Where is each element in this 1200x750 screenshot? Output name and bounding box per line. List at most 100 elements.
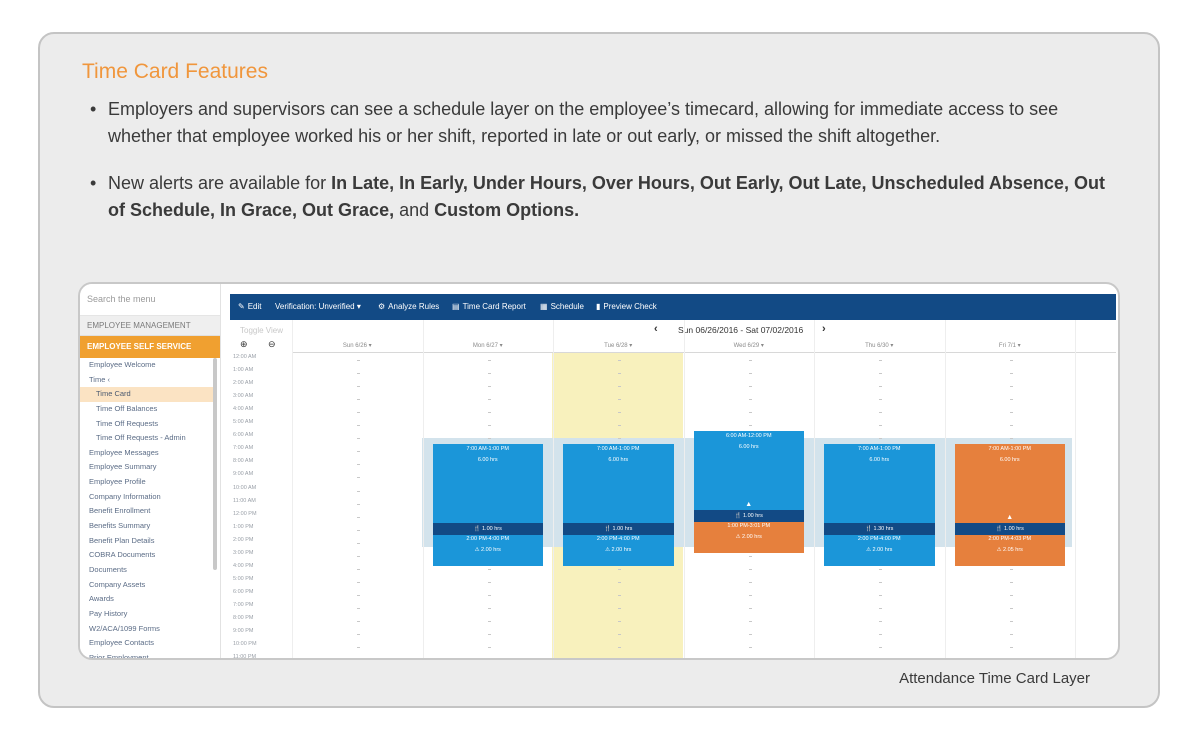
toolbar-button[interactable]: ▮ Preview Check (596, 302, 657, 311)
sidebar-item[interactable]: Benefit Plan Details (89, 535, 155, 545)
time-entry-block[interactable]: 2:00 PM-4:00 PM ⚠ 2.00 hrs (824, 534, 935, 566)
time-entry-block[interactable]: 7:00 AM-1:00 PM 6.00 hrs (563, 444, 674, 523)
empty-slot-marker (357, 621, 361, 622)
empty-slot-marker (487, 634, 491, 636)
next-week-button[interactable]: › (822, 323, 826, 335)
sidebar-scrollbar[interactable] (213, 358, 217, 570)
toolbar-button[interactable]: Verification: Unverified ▾ (275, 302, 361, 311)
alert-warning-icon[interactable]: ▲ (1006, 513, 1014, 521)
sidebar-item[interactable]: Benefit Enrollment (89, 506, 151, 516)
header-divider (292, 352, 1116, 353)
time-entry-block[interactable]: 7:00 AM-1:00 PM 6.00 hrs ▲ (954, 444, 1065, 523)
day-column-divider (292, 320, 293, 658)
day-header[interactable]: Sun 6/26 ▾ (342, 343, 372, 349)
empty-slot-marker (618, 399, 622, 401)
empty-slot-marker (1009, 594, 1013, 596)
hour-label: 2:00 AM (233, 380, 254, 387)
prev-week-button[interactable]: ‹ (654, 323, 658, 335)
sidebar-item[interactable]: Employee Welcome (89, 360, 156, 369)
sidebar-item[interactable]: Benefits Summary (89, 521, 151, 531)
toolbar-button[interactable]: ✎ Edit (238, 302, 262, 311)
empty-slot-marker (748, 386, 752, 388)
meal-break-bar[interactable]: 🍴 1.00 hrs (432, 522, 543, 535)
empty-slot-marker (357, 438, 361, 440)
hour-label: 2:00 PM (233, 536, 254, 543)
sidebar-item[interactable]: Employee Messages (89, 447, 159, 457)
empty-slot-marker (748, 581, 752, 583)
toolbar-button[interactable]: ▤ Time Card Report (452, 302, 526, 311)
bullet-alerts: • New alerts are available for In Late, … (86, 170, 1126, 224)
entry-time-range: 7:00 AM-1:00 PM (988, 446, 1032, 453)
entry-time-range: 7:00 AM-1:00 PM (466, 446, 510, 453)
day-header[interactable]: Fri 7/1 ▾ (998, 343, 1021, 349)
meal-break-bar[interactable]: 🍴 1.30 hrs (824, 522, 935, 535)
entry-hours-alert: ⚠ 2.00 hrs (474, 546, 501, 553)
sidebar-item[interactable]: Time Card (80, 387, 213, 402)
alert-warning-icon[interactable]: ▲ (745, 500, 753, 508)
sidebar-item[interactable]: Time Off Requests (96, 418, 159, 428)
empty-slot-marker (1009, 412, 1013, 414)
time-entry-block[interactable]: 1:00 PM-3:01 PM ⚠ 2.00 hrs (693, 521, 804, 553)
meal-break-bar[interactable]: 🍴 1.00 hrs (693, 509, 804, 522)
empty-slot-marker (618, 360, 622, 361)
sidebar-item[interactable]: COBRA Documents (89, 550, 156, 560)
day-header[interactable]: Mon 6/27 ▾ (472, 343, 503, 349)
sidebar-item[interactable]: Company Information (89, 491, 161, 501)
time-entry-block[interactable]: 7:00 AM-1:00 PM 6.00 hrs (432, 444, 543, 523)
empty-slot-marker (357, 477, 361, 479)
sidebar-item[interactable]: Time Off Balances (96, 403, 158, 413)
empty-slot-marker (357, 399, 361, 401)
hour-label: 3:00 AM (233, 393, 254, 400)
sidebar-group-employee-management[interactable]: EMPLOYEE MANAGEMENT (80, 316, 220, 336)
sidebar-item[interactable]: Employee Contacts (89, 638, 155, 648)
empty-slot-marker (748, 594, 752, 596)
empty-slot-marker (357, 373, 361, 375)
time-entry-block[interactable]: 2:00 PM-4:03 PM ⚠ 2.05 hrs (954, 534, 1065, 566)
day-header[interactable]: Wed 6/29 ▾ (733, 343, 764, 349)
empty-slot-marker (357, 412, 361, 414)
sidebar-search-input[interactable]: Search the menu (80, 284, 220, 316)
empty-slot-marker (357, 542, 361, 544)
time-entry-block[interactable]: 2:00 PM-4:00 PM ⚠ 2.00 hrs (432, 534, 543, 566)
empty-slot-marker (879, 438, 883, 440)
bullet-custom-options: Custom Options. (434, 200, 580, 220)
toggle-view-link[interactable]: Toggle View (240, 326, 283, 335)
empty-slot-marker (357, 581, 361, 583)
sidebar-item[interactable]: Prior Employment (89, 652, 149, 660)
meal-break-bar[interactable]: 🍴 1.00 hrs (563, 522, 674, 535)
sidebar-item[interactable]: Company Assets (89, 579, 146, 589)
empty-slot-marker (487, 621, 491, 622)
time-entry-block[interactable]: 2:00 PM-4:00 PM ⚠ 2.00 hrs (563, 534, 674, 566)
day-header[interactable]: Thu 6/30 ▾ (865, 343, 894, 349)
hour-label: 1:00 AM (233, 367, 254, 374)
toolbar-button-label: Schedule (550, 302, 584, 311)
toolbar-button[interactable]: ▦ Schedule (540, 302, 584, 311)
week-navigator: ‹ Sun 06/26/2016 - Sat 07/02/2016 › (230, 322, 1116, 338)
meal-break-bar[interactable]: 🍴 1.00 hrs (954, 522, 1065, 535)
sidebar-item[interactable]: Awards (89, 594, 114, 604)
sidebar-item[interactable]: Employee Profile (89, 477, 146, 487)
zoom-in-icon[interactable]: ⊕ (240, 339, 248, 349)
empty-slot-marker (487, 647, 491, 649)
sidebar-item[interactable]: Employee Summary (89, 462, 157, 472)
empty-slot-marker (487, 594, 491, 596)
toolbar-button[interactable]: ⚙ Analyze Rules (378, 302, 439, 311)
sidebar-item[interactable]: Documents (89, 564, 127, 574)
sidebar-item[interactable]: W2/ACA/1099 Forms (89, 623, 160, 633)
day-header[interactable]: Tue 6/28 ▾ (604, 343, 633, 349)
empty-slot-marker (879, 607, 883, 609)
sidebar-item[interactable]: Time Off Requests - Admin (96, 433, 186, 443)
figure-caption: Attendance Time Card Layer (899, 670, 1090, 687)
empty-slot-marker (1009, 438, 1013, 440)
time-entry-block[interactable]: 6:00 AM-12:00 PM 6.00 hrs ▲ (693, 431, 804, 510)
toolbar-button-label: Analyze Rules (388, 302, 440, 311)
hour-label: 10:00 PM (233, 641, 257, 648)
sidebar-group-employee-self-service[interactable]: EMPLOYEE SELF SERVICE (80, 336, 220, 358)
zoom-out-icon[interactable]: ⊖ (268, 339, 276, 349)
entry-hours-alert: ⚠ 2.00 hrs (866, 546, 893, 553)
entry-time-range: 2:00 PM-4:00 PM (857, 535, 901, 542)
empty-slot-marker (618, 647, 622, 649)
sidebar-item[interactable]: Time ‹ (89, 374, 110, 384)
time-entry-block[interactable]: 7:00 AM-1:00 PM 6.00 hrs (824, 444, 935, 523)
sidebar-item[interactable]: Pay History (89, 608, 128, 618)
